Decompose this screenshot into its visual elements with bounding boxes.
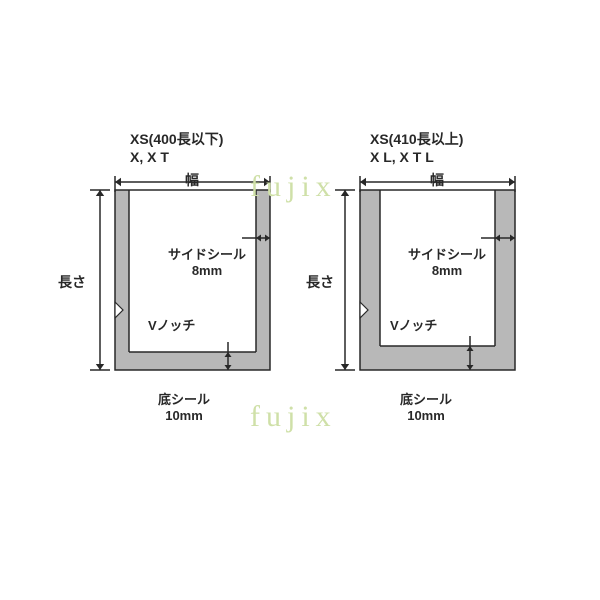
diagram-svg [0,0,600,600]
length-label-left: 長さ [58,274,86,291]
side-seal-label-right: サイドシール8mm [408,247,486,278]
bottom-seal-label-left: 底シール10mm [158,392,210,423]
diagram-title-right: XS(410長以上) X L, X T L [370,130,463,166]
notch-label-left: Vノッチ [148,318,195,334]
width-label-left: 幅 [185,172,199,189]
length-label-right: 長さ [306,274,334,291]
bottom-seal-label-right: 底シール10mm [400,392,452,423]
side-seal-label-left: サイドシール8mm [168,247,246,278]
diagram-canvas: fujix fujix XS(400長以下) X, X T 幅 長さ サイドシー… [0,0,600,600]
width-label-right: 幅 [430,172,444,189]
notch-label-right: Vノッチ [390,318,437,334]
diagram-title-left: XS(400長以下) X, X T [130,130,223,166]
